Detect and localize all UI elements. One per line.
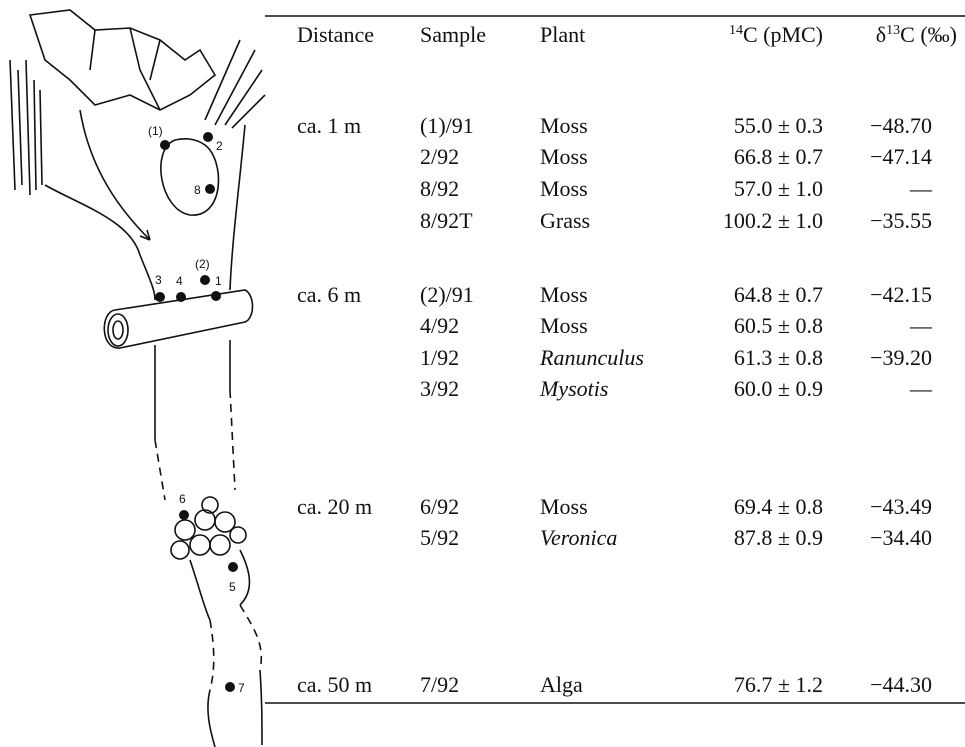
distance-cell: ca. 20 m [297, 494, 372, 519]
mid-banks-dashed [154, 389, 236, 501]
sample-cell: 2/92 [420, 144, 459, 169]
d13c-cell: −44.30 [870, 672, 932, 697]
grass [204, 39, 266, 129]
sketch: (1) 2 8 3 4 (2) 1 6 5 7 [9, 9, 266, 747]
c14-cell: 69.4 ± 0.8 [734, 494, 823, 519]
sample-label: 2 [216, 139, 223, 153]
c14-cell: 66.8 ± 0.7 [734, 144, 823, 169]
sample-cell: 8/92T [420, 208, 473, 233]
c14-cell: 55.0 ± 0.3 [734, 113, 823, 138]
grass [9, 59, 43, 196]
right-bank [229, 124, 246, 291]
header-cell: Plant [540, 22, 585, 47]
distance-cell: ca. 50 m [297, 672, 372, 697]
c14-cell: 61.3 ± 0.8 [734, 345, 823, 370]
plant-cell: Moss [540, 113, 588, 138]
sample-label: 3 [155, 273, 162, 287]
sample-cell: 4/92 [420, 313, 459, 338]
plant-cell: Moss [540, 282, 588, 307]
sample-label: 4 [176, 274, 183, 288]
c14-cell: 76.7 ± 1.2 [734, 672, 823, 697]
left-bank [44, 184, 156, 301]
sample-label: 1 [215, 274, 222, 288]
c14-cell: 100.2 ± 1.0 [723, 208, 823, 233]
log [103, 289, 254, 349]
d13c-cell: −48.70 [870, 113, 932, 138]
plant-cell: Ranunculus [539, 345, 644, 370]
sample-cell: 3/92 [420, 376, 459, 401]
d13c-cell: −39.20 [870, 345, 932, 370]
header-cell: Sample [420, 22, 486, 47]
pool [160, 138, 220, 216]
superscript: 14 [729, 23, 743, 38]
sample-cell: 5/92 [420, 525, 459, 550]
superscript: 13 [886, 23, 900, 38]
sample-label: (2) [195, 257, 210, 271]
lower-banks [207, 669, 263, 747]
header-text: C (‰) [900, 22, 957, 47]
d13c-cell: −47.14 [870, 144, 932, 169]
distance-cell: ca. 6 m [297, 282, 361, 307]
plant-cell: Moss [540, 144, 588, 169]
table-header: Distance Sample Plant 14C (pMC) δ13C (‰) [297, 22, 957, 47]
lower-banks-dashed [209, 604, 263, 691]
c14-cell: 64.8 ± 0.7 [734, 282, 823, 307]
pebbles [170, 496, 247, 560]
distance-cell: ca. 1 m [297, 113, 361, 138]
sample-label: 7 [238, 681, 245, 695]
header-cell: δ13C (‰) [876, 22, 957, 47]
sample-label: 5 [229, 580, 236, 594]
plant-cell: Moss [540, 176, 588, 201]
d13c-cell: — [909, 313, 933, 338]
sample-label: (1) [148, 124, 163, 138]
sample-cell: 1/92 [420, 345, 459, 370]
d13c-cell: — [909, 176, 933, 201]
flow-arrow [79, 109, 151, 241]
lower-banks [189, 549, 251, 621]
header-cell: 14C (pMC) [729, 22, 823, 47]
sample-label: 6 [179, 492, 186, 506]
sample-cell: 7/92 [420, 672, 459, 697]
sample-label: 8 [194, 183, 201, 197]
plant-cell: Alga [540, 672, 583, 697]
d13c-cell: — [909, 376, 933, 401]
sample-dots [155, 132, 238, 692]
c14-cell: 87.8 ± 0.9 [734, 525, 823, 550]
plant-cell: Grass [540, 208, 590, 233]
sample-cell: 8/92 [420, 176, 459, 201]
d13c-cell: −43.49 [870, 494, 932, 519]
sample-cell: 6/92 [420, 494, 459, 519]
log-rings [112, 320, 124, 340]
header-text: C (pMC) [743, 22, 823, 47]
sample-cell: (1)/91 [420, 113, 474, 138]
plant-cell: Veronica [540, 525, 617, 550]
log-rings [107, 313, 129, 347]
plant-cell: Moss [540, 313, 588, 338]
rocks [28, 9, 217, 111]
rock-edges [89, 27, 161, 111]
plant-cell: Mysotis [539, 376, 608, 401]
d13c-cell: −34.40 [870, 525, 932, 550]
d13c-cell: −35.55 [870, 208, 932, 233]
sample-cell: (2)/91 [420, 282, 474, 307]
c14-cell: 60.0 ± 0.9 [734, 376, 823, 401]
header-cell: Distance [297, 22, 374, 47]
plant-cell: Moss [540, 494, 588, 519]
header-text: δ [876, 22, 886, 47]
c14-cell: 60.5 ± 0.8 [734, 313, 823, 338]
mid-banks [154, 340, 231, 440]
c14-cell: 57.0 ± 1.0 [734, 176, 823, 201]
d13c-cell: −42.15 [870, 282, 932, 307]
